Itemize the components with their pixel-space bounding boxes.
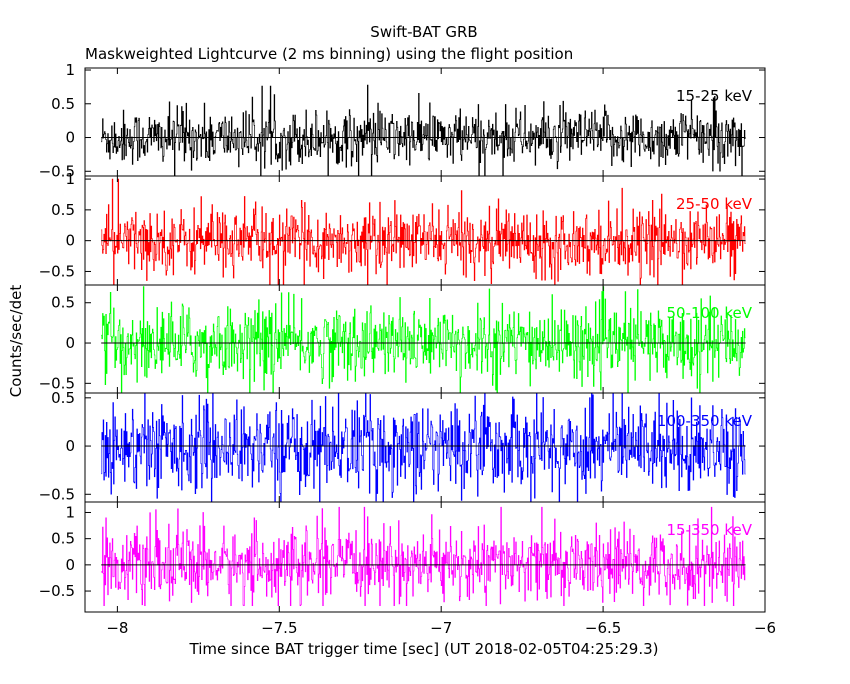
panel-15-25-kev: −0.5 0 0.5 1 15-25 keV bbox=[39, 61, 766, 180]
panel-50-100-kev: −0.5 0 0.5 50-100 keV bbox=[39, 284, 766, 394]
panel-100-350-kev: −0.5 0 0.5 100-350 keV bbox=[39, 389, 766, 503]
x-axis: −8 −7.5 −7 −6.5 −6 bbox=[106, 619, 776, 637]
y-tick-label: −0.5 bbox=[39, 582, 75, 600]
lightcurve-series bbox=[101, 506, 746, 607]
y-axis-label: Counts/sec/det bbox=[7, 285, 25, 398]
x-tick-label: −6 bbox=[754, 619, 776, 637]
y-tick-label: 0.5 bbox=[51, 95, 75, 113]
y-tick-label: −0.5 bbox=[39, 262, 75, 280]
y-tick-label: 1 bbox=[65, 503, 75, 521]
y-tick-label: 0 bbox=[65, 556, 75, 574]
x-tick-label: −7.5 bbox=[261, 619, 297, 637]
y-tick-label: 1 bbox=[65, 61, 75, 79]
y-tick-label: 0.5 bbox=[51, 389, 75, 407]
panel-frame bbox=[84, 501, 766, 613]
y-tick-label: 0 bbox=[65, 437, 75, 455]
y-tick-label: 0.5 bbox=[51, 294, 75, 312]
y-tick-label: −0.5 bbox=[39, 485, 75, 503]
band-label: 50-100 keV bbox=[666, 304, 752, 322]
y-tick-label: 1 bbox=[65, 170, 75, 188]
y-tick-label: 0 bbox=[65, 129, 75, 147]
lightcurve-series bbox=[101, 393, 746, 502]
band-label: 25-50 keV bbox=[676, 195, 753, 213]
lightcurve-series bbox=[101, 286, 746, 393]
x-tick-label: −6.5 bbox=[585, 619, 621, 637]
y-tick-label: −0.5 bbox=[39, 162, 75, 180]
y-tick-label: 0 bbox=[65, 334, 75, 352]
chart-subtitle: Maskweighted Lightcurve (2 ms binning) u… bbox=[85, 45, 573, 63]
panel-15-350-kev: −0.5 0 0.5 1 15-350 keV bbox=[39, 501, 766, 613]
band-label: 100-350 keV bbox=[657, 412, 753, 430]
x-axis-label: Time since BAT trigger time [sec] (UT 20… bbox=[189, 640, 659, 658]
band-label: 15-25 keV bbox=[676, 87, 753, 105]
y-tick-label: 0.5 bbox=[51, 201, 75, 219]
band-label: 15-350 keV bbox=[666, 521, 752, 539]
panel-25-50-kev: −0.5 0 0.5 1 25-50 keV bbox=[39, 170, 766, 286]
y-tick-label: −0.5 bbox=[39, 374, 75, 392]
x-tick-label: −7 bbox=[430, 619, 452, 637]
lightcurve-series bbox=[101, 178, 746, 285]
panel-frame bbox=[84, 175, 766, 286]
x-tick-label: −8 bbox=[106, 619, 128, 637]
y-tick-label: 0 bbox=[65, 232, 75, 250]
lightcurve-series bbox=[101, 84, 746, 176]
y-tick-label: 0.5 bbox=[51, 530, 75, 548]
chart-title: Swift-BAT GRB bbox=[370, 23, 477, 41]
